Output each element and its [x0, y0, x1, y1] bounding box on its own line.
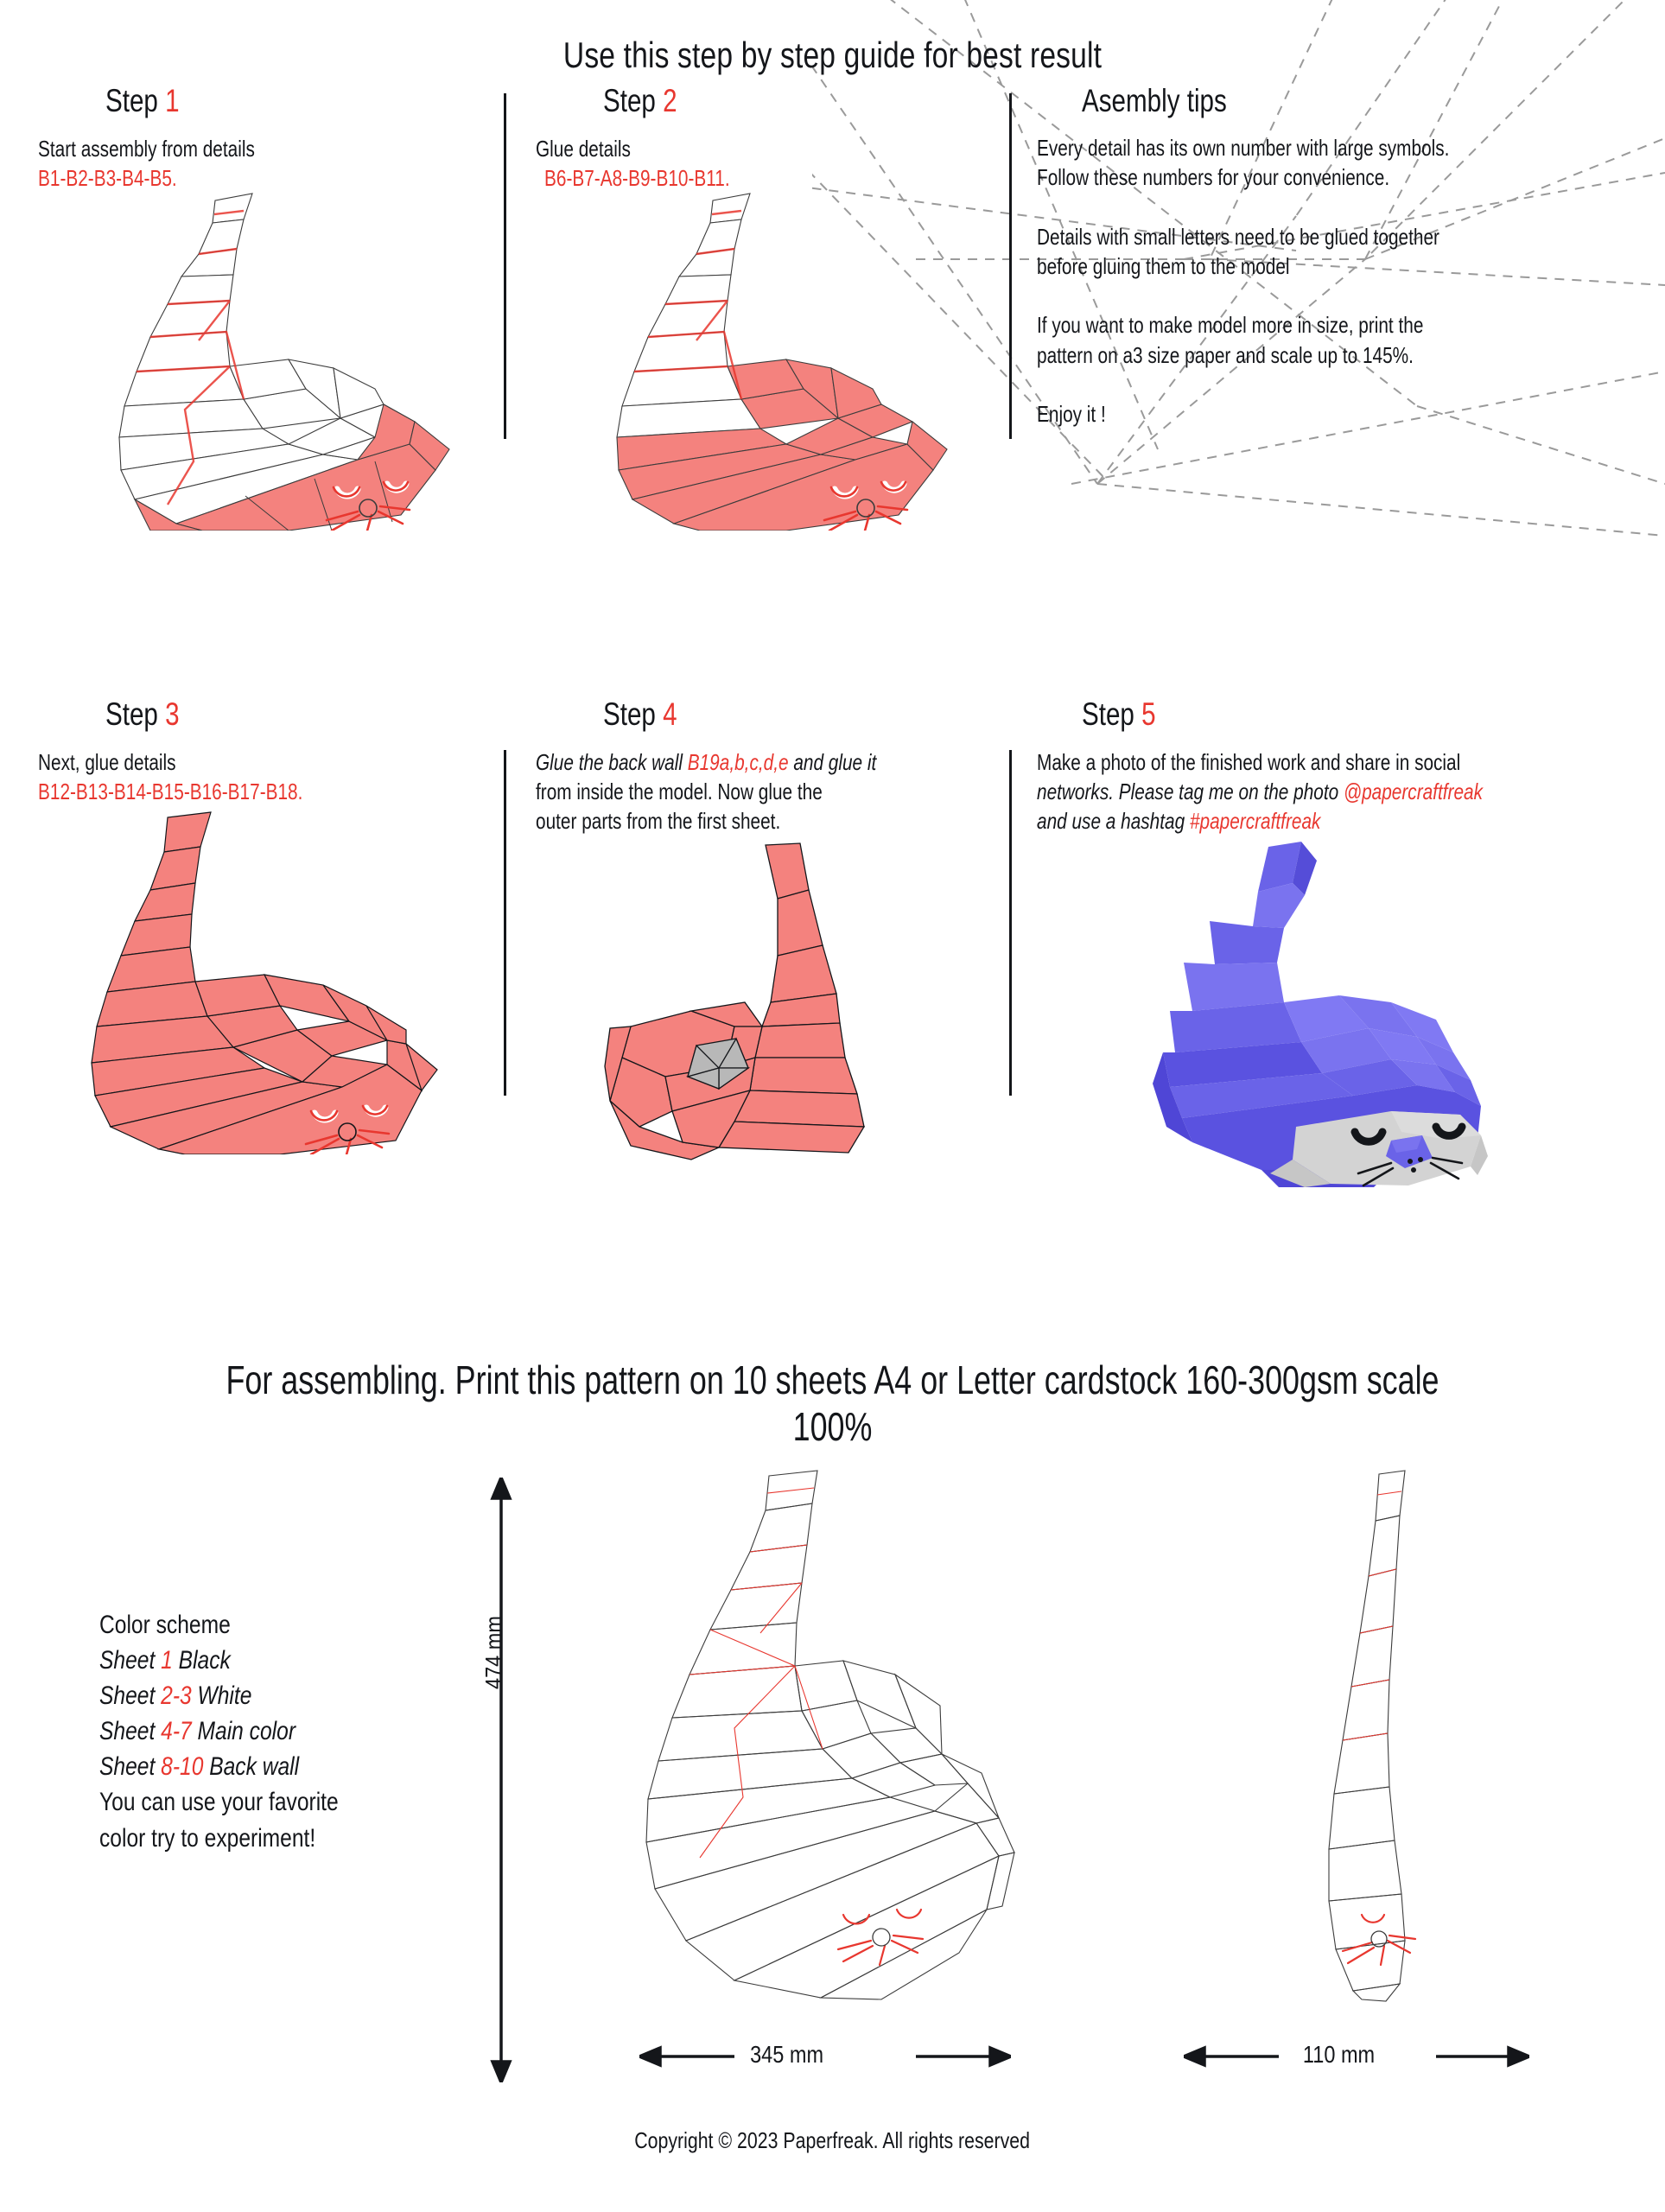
step-3: Step 3 Next, glue details B12-B13-B14-B1…	[38, 696, 487, 1154]
divider-col2-row2	[1009, 750, 1012, 1096]
step-5-line-2: networks. Please tag me on the photo	[1037, 778, 1344, 804]
step-2: Step 2 Glue details B6-B7-A8-B9-B10-B11.	[536, 83, 985, 531]
sheet-range-4: 8-10	[161, 1752, 204, 1782]
assembly-tips-body: Every detail has its own number with lar…	[1037, 133, 1642, 429]
sheet-range-2: 2-3	[161, 1681, 192, 1711]
step-1-model-illustration	[118, 193, 450, 531]
print-banner-text: For assembling. Print this pattern on 10…	[226, 1357, 1439, 1449]
step-5: Step 5 Make a photo of the finished work…	[1037, 696, 1659, 1187]
step-5-label: Step	[1082, 696, 1134, 732]
step-4-part-codes: B19a,b,c,d,e	[687, 749, 789, 775]
step-3-label: Step	[105, 696, 158, 732]
step-5-body: Make a photo of the finished work and sh…	[1037, 748, 1659, 836]
tip-1-line-2: Follow these numbers for your convenienc…	[1037, 164, 1390, 191]
height-dimension-text: 474 mm	[480, 1616, 507, 1689]
height-dimension-label: 474 mm	[480, 1602, 508, 1689]
step-5-line-3: and use a hashtag	[1037, 807, 1190, 834]
step-2-body: Glue details B6-B7-A8-B9-B10-B11.	[536, 135, 985, 194]
step-1-label: Step	[105, 83, 158, 118]
social-handle[interactable]: @papercraftfreak	[1343, 778, 1483, 804]
step-1-line-2: B1-B2-B3-B4-B5.	[38, 164, 177, 191]
sheet-label-1: Sheet	[99, 1646, 156, 1675]
pattern-front-view	[645, 1470, 1015, 2000]
step-3-title: Step 3	[105, 696, 487, 733]
pattern-side-view	[1328, 1470, 1417, 2002]
front-width-text: 345 mm	[750, 2041, 824, 2068]
sheet-color-1: Black	[178, 1646, 231, 1675]
copyright-footer: Copyright © 2023 Paperfreak. All rights …	[0, 2127, 1665, 2154]
step-1-body: Start assembly from details B1-B2-B3-B4-…	[38, 135, 487, 194]
tip-3-line-1: If you want to make model more in size, …	[1037, 312, 1424, 339]
divider-col1	[504, 93, 506, 439]
step-2-line-1: Glue details	[536, 136, 631, 162]
tip-3-line-2: pattern on a3 size paper and scale up to…	[1037, 341, 1414, 368]
sheet-label-3: Sheet	[99, 1717, 156, 1746]
copyright-text: Copyright © 2023 Paperfreak. All rights …	[634, 2127, 1031, 2153]
side-width-label: 110 mm	[1296, 2041, 1382, 2069]
assembly-tips-title: Asembly tips	[1082, 83, 1642, 119]
step-2-label: Step	[603, 83, 656, 118]
step-4-model-illustration	[604, 842, 866, 1160]
step-4-label: Step	[603, 696, 656, 732]
assembly-tips: Asembly tips Every detail has its own nu…	[1037, 83, 1642, 429]
step-1: Step 1 Start assembly from details B1-B2…	[38, 83, 487, 531]
step-1-title: Step 1	[105, 83, 487, 119]
step-4-number: 4	[663, 696, 677, 732]
page-title-text: Use this step by step guide for best res…	[562, 35, 1103, 75]
front-width-arrow	[639, 2045, 1011, 2068]
vertical-dimension-arrow	[490, 1478, 512, 2082]
step-4-title: Step 4	[603, 696, 1002, 733]
assembly-tips-title-text: Asembly tips	[1082, 83, 1227, 118]
step-5-finished-model	[1153, 842, 1488, 1187]
side-width-arrow	[1184, 2045, 1529, 2068]
hashtag[interactable]: #papercraftfreak	[1189, 807, 1321, 834]
step-4-line-1a: Glue the back wall	[536, 749, 688, 775]
step-2-title: Step 2	[603, 83, 985, 119]
sheet-color-3: Main color	[197, 1717, 296, 1746]
sheet-label-4: Sheet	[99, 1752, 156, 1782]
step-1-number: 1	[165, 83, 180, 118]
step-5-number: 5	[1141, 696, 1156, 732]
tip-2-line-2: before gluing them to the model	[1037, 252, 1290, 279]
step-1-line-1: Start assembly from details	[38, 136, 255, 162]
sheet-label-2: Sheet	[99, 1681, 156, 1711]
color-scheme-note-1: You can use your favorite	[99, 1788, 339, 1817]
color-scheme-legend: Color scheme Sheet 1 Black Sheet 2-3 Whi…	[99, 1607, 391, 1856]
step-2-number: 2	[663, 83, 677, 118]
divider-col1-row2	[504, 750, 506, 1096]
page-title: Use this step by step guide for best res…	[0, 35, 1665, 76]
tip-1-line-1: Every detail has its own number with lar…	[1037, 135, 1450, 161]
sheet-range-3: 4-7	[161, 1717, 192, 1746]
sheet-color-2: White	[197, 1681, 252, 1711]
step-3-line-2: B12-B13-B14-B15-B16-B17-B18.	[38, 778, 303, 804]
step-4-line-2: from inside the model. Now glue the	[536, 778, 823, 804]
front-width-label: 345 mm	[743, 2041, 830, 2069]
step-4-body: Glue the back wall B19a,b,c,d,e and glue…	[536, 748, 1002, 836]
step-3-model-illustration	[91, 811, 438, 1154]
step-3-number: 3	[165, 696, 180, 732]
color-scheme-note-2: color try to experiment!	[99, 1823, 316, 1853]
sheet-color-4: Back wall	[209, 1752, 300, 1782]
step-2-line-2: B6-B7-A8-B9-B10-B11.	[544, 164, 730, 191]
divider-col2	[1009, 93, 1012, 439]
tip-4-line-1: Enjoy it !	[1037, 400, 1106, 427]
step-2-model-illustration	[616, 193, 948, 531]
step-5-line-1: Make a photo of the finished work and sh…	[1037, 749, 1461, 775]
step-4-line-1b: and glue it	[788, 749, 877, 775]
sheet-range-1: 1	[161, 1646, 173, 1675]
step-5-title: Step 5	[1082, 696, 1659, 733]
step-3-body: Next, glue details B12-B13-B14-B15-B16-B…	[38, 748, 487, 807]
step-3-line-1: Next, glue details	[38, 749, 176, 775]
step-4-line-3: outer parts from the first sheet.	[536, 807, 781, 834]
print-banner: For assembling. Print this pattern on 10…	[0, 1357, 1665, 1450]
tip-2-line-1: Details with small letters need to be gl…	[1037, 223, 1439, 250]
step-4: Step 4 Glue the back wall B19a,b,c,d,e a…	[536, 696, 1002, 1160]
side-width-text: 110 mm	[1302, 2041, 1376, 2068]
color-scheme-heading: Color scheme	[99, 1611, 231, 1639]
steps-grid: Step 1 Start assembly from details B1-B2…	[0, 83, 1665, 1319]
